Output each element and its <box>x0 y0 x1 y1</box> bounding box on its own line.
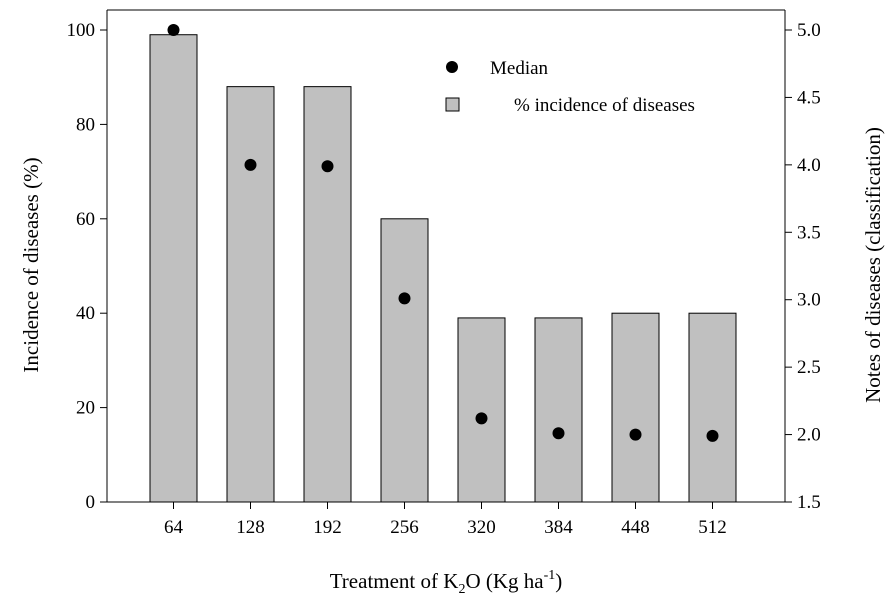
legend-label-median: Median <box>490 58 549 79</box>
y2-tick-label: 1.5 <box>797 492 821 513</box>
bars-group <box>149 34 737 503</box>
x-axis-title: Treatment of K2O (Kg ha-1) <box>330 568 563 597</box>
x-axis-title-prefix: Treatment of K <box>330 569 459 593</box>
y2-tick-label: 4.5 <box>797 87 821 108</box>
y-tick-label: 0 <box>86 492 96 513</box>
median-point-64 <box>167 24 180 36</box>
y2-tick-label: 5.0 <box>797 20 821 41</box>
axes-group: 0 20 40 60 80 100 1.5 2.0 2.5 3.0 3.5 4.0 4.5 5.0 64 12… <box>67 9 821 538</box>
bar-128 <box>226 86 275 503</box>
y2-axis-title: Notes of diseases (classification) <box>861 127 885 403</box>
y2-tick-label: 3.5 <box>797 222 821 243</box>
bar-512 <box>688 312 737 503</box>
bar-64 <box>149 34 198 503</box>
median-point-256 <box>398 292 411 305</box>
x-axis-title-superscript: -1 <box>544 568 556 583</box>
x-axis-title-suffix: ) <box>555 569 562 593</box>
legend-marker-median <box>446 61 458 73</box>
y2-tick-label: 3.0 <box>797 290 821 311</box>
x-tick-label: 448 <box>621 517 650 538</box>
y-tick-label: 100 <box>67 20 96 41</box>
median-point-384 <box>552 427 565 440</box>
y-tick-label: 20 <box>76 398 95 419</box>
y2-tick-label: 2.5 <box>797 357 821 378</box>
bar-256 <box>380 218 429 503</box>
x-tick-label: 512 <box>698 517 727 538</box>
y-tick-label: 60 <box>76 209 95 230</box>
x-tick-label: 64 <box>164 517 184 538</box>
x-axis-title-middle: O (Kg ha <box>465 569 544 593</box>
median-markers-group <box>167 24 719 442</box>
x-tick-label: 320 <box>467 517 496 538</box>
x-axis-title-subscript: 2 <box>458 582 465 597</box>
median-point-128 <box>244 158 257 171</box>
median-point-320 <box>475 412 488 425</box>
legend-label-incidence: % incidence of diseases <box>514 95 695 116</box>
median-point-448 <box>629 428 642 441</box>
legend: Median % incidence of diseases <box>445 58 695 116</box>
y-tick-label: 80 <box>76 114 95 135</box>
x-tick-label: 256 <box>390 517 419 538</box>
median-point-192 <box>321 160 334 173</box>
bar-320 <box>457 317 506 503</box>
y-tick-label: 40 <box>76 303 95 324</box>
x-tick-label: 128 <box>236 517 265 538</box>
y-axis-title: Incidence of diseases (%) <box>19 157 43 372</box>
x-tick-label: 384 <box>544 517 573 538</box>
y2-tick-label: 4.0 <box>797 155 821 176</box>
y2-tick-label: 2.0 <box>797 425 821 446</box>
bar-448 <box>611 312 660 503</box>
bar-192 <box>303 86 352 503</box>
legend-swatch-incidence <box>445 97 460 112</box>
bar-384 <box>534 317 583 503</box>
median-point-512 <box>706 429 719 442</box>
x-tick-label: 192 <box>313 517 342 538</box>
